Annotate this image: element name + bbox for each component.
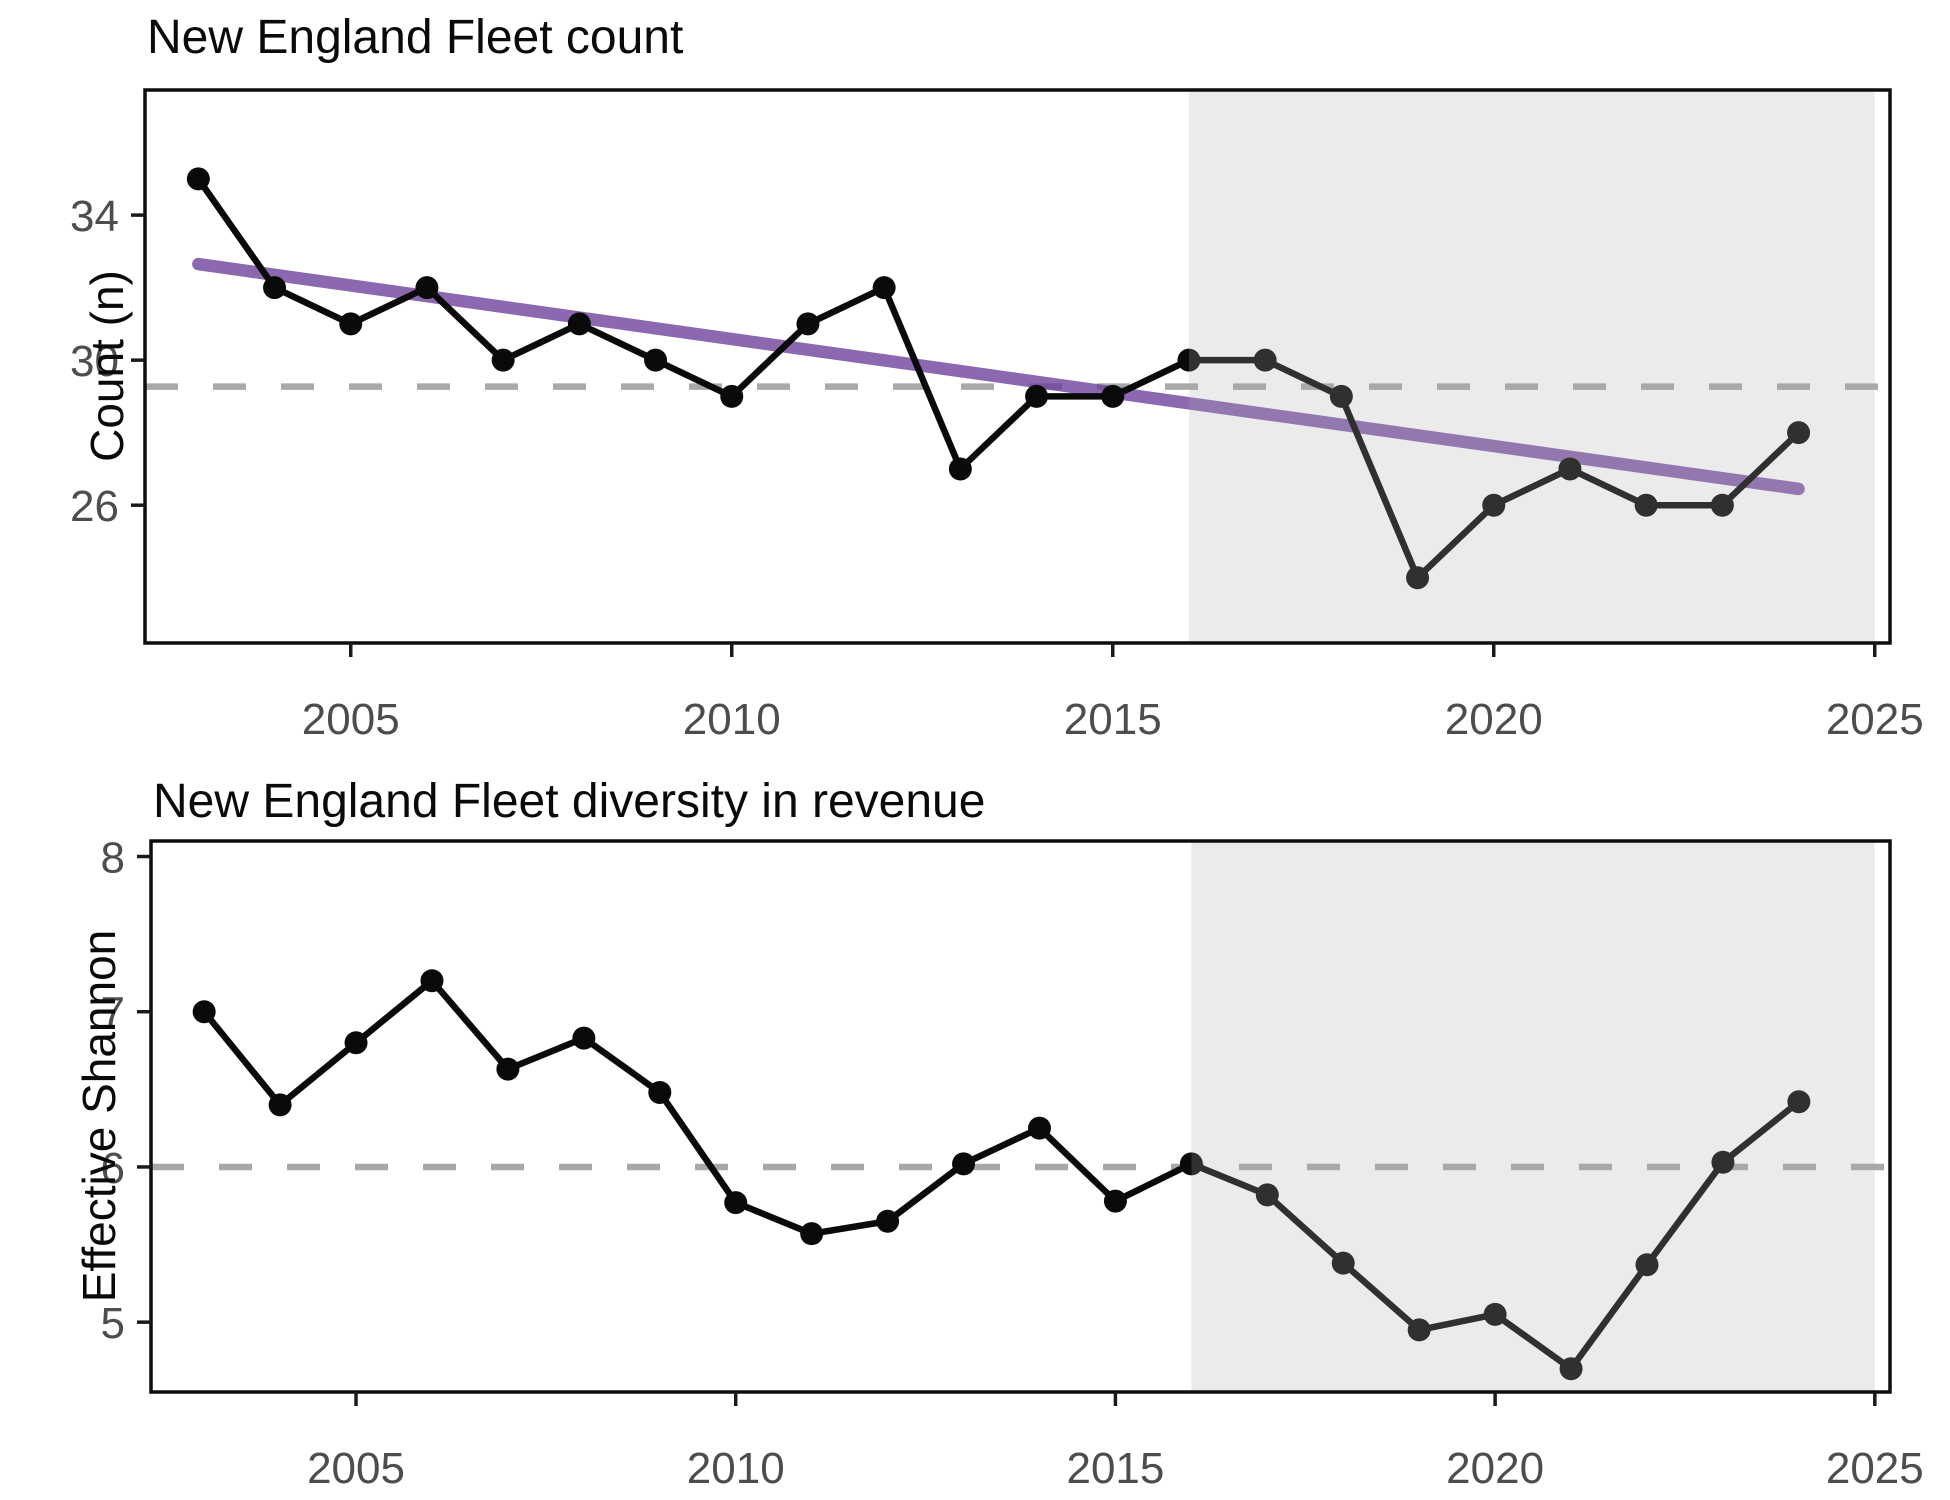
- fleet-diversity-data-point: [572, 1026, 596, 1050]
- fleet-count-x-tick-label: 2010: [683, 695, 781, 744]
- fleet-count-data-point: [1787, 421, 1811, 445]
- fleet-count-data-point: [1710, 493, 1734, 517]
- fleet-diversity-data-point: [268, 1093, 292, 1117]
- fleet-diversity-data-point: [1787, 1090, 1811, 1114]
- fleet-diversity-data-point: [876, 1209, 900, 1233]
- fleet-diversity-data-point: [724, 1191, 748, 1215]
- fleet-diversity-data-point: [1255, 1183, 1279, 1207]
- fleet-diversity-data-point: [800, 1222, 824, 1246]
- fleet-diversity-data-point: [192, 1000, 216, 1024]
- fleet-diversity-data-point: [1331, 1251, 1355, 1275]
- fleet-count-data-point: [1025, 384, 1049, 408]
- fleet-count-x-tick-label: 2015: [1064, 695, 1162, 744]
- fleet-diversity-x-tick-label: 2005: [307, 1444, 405, 1493]
- fleet-count-series-line: [195, 175, 1802, 581]
- fleet-diversity-data-point: [1635, 1253, 1659, 1277]
- fleet-diversity-data-point: [496, 1057, 520, 1081]
- fleet-diversity-y-tick-label: 6: [101, 1144, 125, 1193]
- fleet-count-data-point: [263, 276, 287, 300]
- fleet-count-data-point: [1253, 348, 1277, 372]
- fleet-count-data-point: [491, 348, 515, 372]
- fleet-diversity-data-point: [1027, 1116, 1051, 1140]
- fleet-count-data-point: [872, 276, 896, 300]
- fleet-diversity-x-tick-label: 2010: [687, 1444, 785, 1493]
- fleet-diversity-data-point: [648, 1080, 672, 1104]
- fleet-diversity-data-point: [952, 1152, 976, 1176]
- fleet-count-data-point: [1329, 384, 1353, 408]
- fleet-diversity-shaded-region: [1191, 841, 1875, 1392]
- fleet-diversity-y-tick-label: 7: [101, 989, 125, 1038]
- fleet-count-x-tick-label: 2005: [302, 695, 400, 744]
- fleet-diversity-data-point: [1711, 1150, 1735, 1174]
- fleet-count-data-point: [415, 276, 439, 300]
- fleet-diversity-data-point: [1103, 1189, 1127, 1213]
- fleet-count-data-point: [1101, 384, 1125, 408]
- fleet-diversity-data-point: [1407, 1318, 1431, 1342]
- fleet-count-data-point: [1482, 493, 1506, 517]
- fleet-count-y-tick-label: 26: [70, 482, 119, 531]
- fleet-count-data-point: [186, 167, 210, 191]
- fleet-diversity-y-tick-label: 5: [101, 1299, 125, 1348]
- fleet-count-data-point: [567, 312, 591, 336]
- fleet-count-data-point: [1177, 348, 1201, 372]
- fleet-diversity-data-point: [344, 1031, 368, 1055]
- fleet-count-data-point: [1634, 493, 1658, 517]
- fleet-diversity-x-tick-label: 2025: [1826, 1444, 1924, 1493]
- fleet-diversity-data-point: [1559, 1357, 1583, 1381]
- fleet-count-data-point: [948, 457, 972, 481]
- fleet-count-panel-border: [143, 88, 1892, 645]
- fleet-count-data-point: [644, 348, 668, 372]
- fleet-diversity-data-point: [420, 969, 444, 993]
- fleet-count-y-axis-label: Count (n): [81, 270, 133, 462]
- fleet-count-y-tick-label: 30: [70, 337, 119, 386]
- fleet-diversity-title: New England Fleet diversity in revenue: [153, 775, 986, 828]
- fleet-diversity-x-tick-label: 2015: [1066, 1444, 1164, 1493]
- fleet-count-data-point: [1406, 566, 1430, 590]
- fleet-diversity-y-tick-label: 8: [101, 833, 125, 882]
- fleet-count-data-point: [1558, 457, 1582, 481]
- fleet-diversity-data-point: [1179, 1152, 1203, 1176]
- fleet-count-data-point: [720, 384, 744, 408]
- fleet-count-x-tick-label: 2020: [1445, 695, 1543, 744]
- fleet-diversity-y-axis-label: Effective Shannon: [73, 929, 125, 1303]
- fleet-diversity-series-line: [200, 977, 1803, 1372]
- fleet-count-data-point: [796, 312, 820, 336]
- fleet-count-trend-line: [192, 257, 1805, 496]
- fleet-count-x-tick-label: 2025: [1826, 695, 1924, 744]
- fleet-count-title: New England Fleet count: [147, 11, 684, 64]
- fleet-diversity-x-tick-label: 2020: [1446, 1444, 1544, 1493]
- fleet-count-data-point: [339, 312, 363, 336]
- fleet-diversity-panel-border: [149, 839, 1892, 1394]
- fleet-count-shaded-region: [1188, 90, 1875, 643]
- fleet-count-y-tick-label: 34: [70, 192, 119, 241]
- fleet-diversity-data-point: [1483, 1302, 1507, 1326]
